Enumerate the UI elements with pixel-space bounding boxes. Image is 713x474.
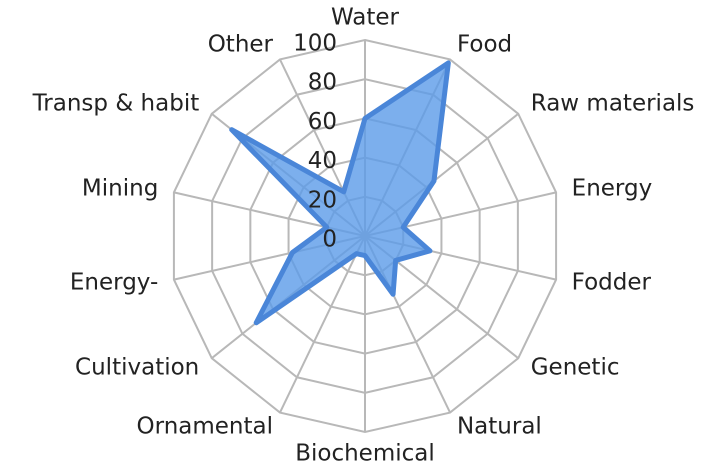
- category-label: Water: [331, 5, 400, 31]
- y-tick-label: 80: [308, 70, 337, 96]
- category-label: Energy: [572, 175, 653, 201]
- category-label: Transp & habit: [32, 90, 200, 116]
- category-label: Raw materials: [531, 90, 695, 116]
- series-area: [229, 60, 451, 326]
- y-tick-label: 20: [308, 187, 337, 213]
- y-tick-label: 40: [308, 148, 337, 174]
- category-label: Other: [208, 31, 274, 57]
- category-label: Biochemical: [295, 441, 435, 467]
- y-tick-label: 60: [308, 109, 337, 135]
- y-tick-label: 0: [322, 227, 337, 253]
- category-label: Natural: [457, 414, 542, 440]
- category-label: Cultivation: [75, 355, 199, 381]
- category-label: Genetic: [531, 355, 620, 381]
- spoke: [279, 235, 366, 414]
- category-label: Mining: [82, 175, 158, 201]
- category-label: Food: [457, 31, 512, 57]
- category-label: Ornamental: [137, 414, 273, 440]
- y-tick-label: 100: [293, 31, 337, 57]
- category-label: Fodder: [572, 270, 652, 296]
- category-label: Energy-: [70, 270, 158, 296]
